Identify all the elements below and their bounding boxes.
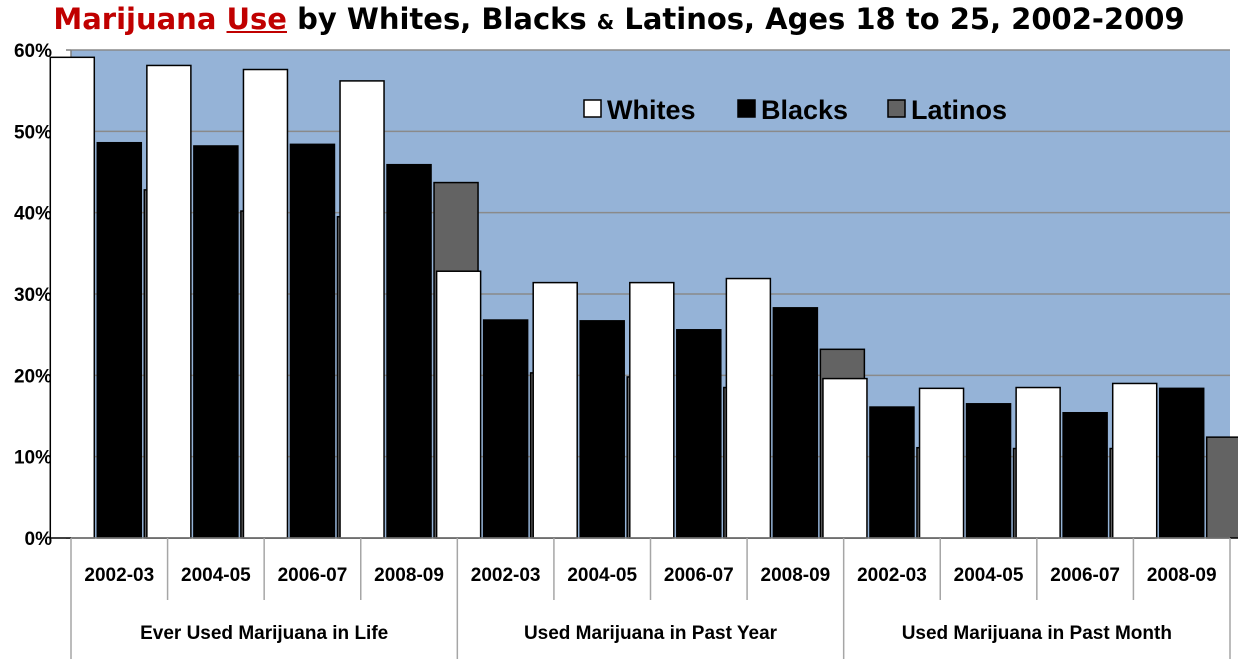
y-tick-label: 0% (25, 529, 53, 550)
bar-blacks (1158, 387, 1205, 539)
x-tick-label: 2006-07 (664, 565, 734, 586)
legend-label-blacks: Blacks (761, 95, 848, 125)
legend-label-latinos: Latinos (911, 95, 1007, 125)
x-tick-label: 2008-09 (374, 565, 444, 586)
group-label: Used Marijuana in Past Month (902, 623, 1172, 644)
x-tick-label: 2002-03 (857, 565, 927, 586)
title-rest: Latinos, Ages 18 to 25, 2002-2009 (624, 2, 1185, 36)
legend-swatch-whites (583, 99, 602, 118)
group-label: Used Marijuana in Past Year (524, 623, 778, 644)
bar-latinos (1205, 436, 1238, 539)
chart-title: Marijuana Use by Whites, Blacks & Latino… (0, 2, 1238, 36)
bar-blacks (579, 320, 625, 539)
x-tick-label: 2008-09 (761, 565, 831, 586)
legend-swatch-blacks (737, 99, 756, 118)
x-tick-label: 2004-05 (954, 565, 1024, 586)
bar-blacks (96, 141, 143, 539)
x-tick-label: 2006-07 (1050, 565, 1120, 586)
y-tick-label: 60% (14, 41, 52, 62)
y-tick-label: 20% (14, 366, 52, 387)
bar-blacks (676, 329, 722, 539)
group-label: Ever Used Marijuana in Life (140, 623, 388, 644)
title-groups: by Whites, Blacks (297, 2, 587, 36)
y-tick-label: 10% (14, 448, 52, 469)
legend-swatch-latinos (887, 99, 906, 118)
y-tick-label: 50% (14, 122, 52, 143)
bar-whites (1015, 386, 1061, 539)
bar-blacks (965, 403, 1012, 539)
bar-blacks (772, 307, 819, 539)
bar-whites (49, 56, 96, 539)
bar-whites (242, 68, 289, 539)
bar-whites (435, 270, 482, 539)
bar-blacks (482, 319, 529, 539)
bar-blacks (386, 163, 432, 539)
bar-whites (822, 377, 868, 539)
x-tick-label: 2008-09 (1147, 565, 1217, 586)
y-tick-label: 40% (14, 204, 52, 225)
bar-whites (918, 387, 965, 539)
x-tick-label: 2004-05 (567, 565, 637, 586)
x-tick-label: 2006-07 (278, 565, 348, 586)
bar-blacks (193, 145, 239, 539)
title-use: Use (226, 2, 287, 36)
x-tick-label: 2002-03 (471, 565, 541, 586)
bar-blacks (289, 143, 336, 539)
legend-label-whites: Whites (607, 95, 696, 125)
y-tick-label: 30% (14, 285, 52, 306)
bar-whites (725, 277, 772, 539)
bar-blacks (1062, 411, 1108, 539)
title-marijuana: Marijuana (53, 2, 217, 36)
bar-whites (1111, 382, 1158, 539)
title-ampersand: & (596, 10, 615, 34)
x-tick-label: 2002-03 (84, 565, 154, 586)
bar-whites (532, 281, 578, 539)
bar-whites (146, 64, 192, 539)
bar-blacks (869, 406, 915, 539)
x-tick-label: 2004-05 (181, 565, 251, 586)
bar-whites (629, 281, 675, 539)
bar-whites (339, 80, 385, 539)
